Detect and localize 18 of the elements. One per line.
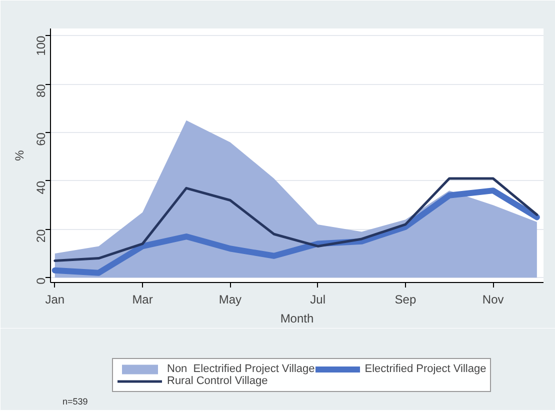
legend-label: Electrified Project Village bbox=[364, 363, 486, 375]
x-axis-title: Month bbox=[280, 312, 314, 326]
text: n=539 bbox=[62, 396, 88, 406]
x-tick-label: Sep bbox=[394, 292, 416, 306]
x-tick-label: Nov bbox=[482, 292, 504, 306]
legend-label: Non Electrified Project Village bbox=[167, 363, 315, 375]
x-tick-label: Jul bbox=[310, 292, 326, 306]
x-tick-label: May bbox=[218, 292, 242, 306]
legend-label: Rural Control Village bbox=[167, 375, 268, 387]
y-tick-label: 20 bbox=[34, 228, 48, 243]
y-tick-label: 40 bbox=[34, 180, 48, 194]
y-tick-label: 80 bbox=[34, 84, 48, 98]
x-tick-label: Jan bbox=[45, 292, 65, 306]
x-tick-label: Mar bbox=[132, 292, 153, 306]
y-tick-label: 0 bbox=[34, 277, 48, 284]
y-tick-label: 100 bbox=[34, 35, 48, 56]
y-tick-label: 60 bbox=[34, 132, 48, 146]
y-axis-title: % bbox=[12, 150, 26, 161]
